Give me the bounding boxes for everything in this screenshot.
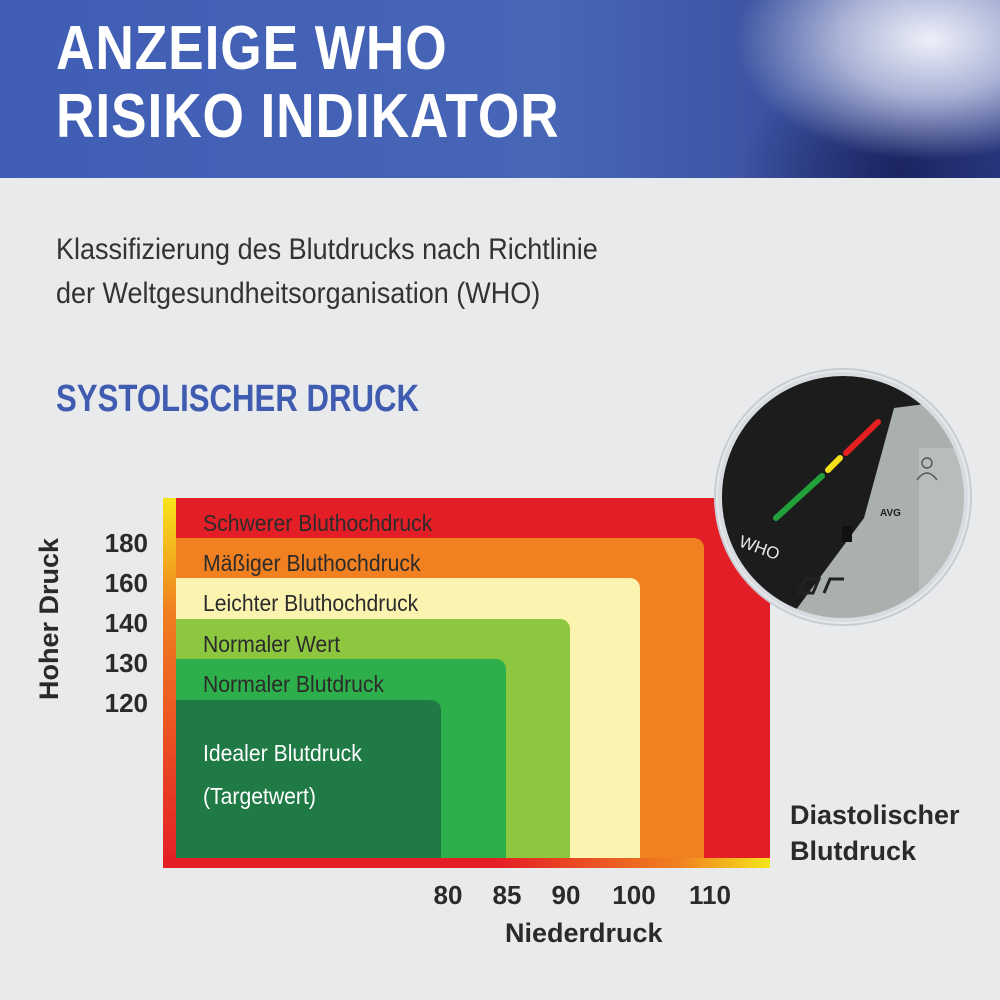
subtitle: Klassifizierung des Blutdrucks nach Rich… — [56, 228, 598, 316]
person-icon — [916, 457, 938, 481]
zone-ideal — [176, 700, 441, 858]
y-tick-180: 180 — [104, 528, 148, 558]
x-axis-label: Niederdruck — [505, 918, 663, 948]
x-tick-100: 100 — [612, 880, 656, 910]
seven-segment-digits — [796, 577, 844, 595]
header-banner: ANZEIGE WHO RISIKO INDIKATOR — [0, 0, 1000, 178]
y-tick-140: 140 — [104, 608, 148, 638]
section-title: SYSTOLISCHER DRUCK — [56, 378, 420, 420]
page-title-line1: ANZEIGE WHO — [56, 14, 448, 83]
device-segment-bar — [842, 526, 852, 542]
x-tick-90: 90 — [551, 880, 581, 910]
subtitle-line1: Klassifizierung des Blutdrucks nach Rich… — [56, 233, 598, 266]
indicator-green — [773, 473, 825, 521]
zone-label-schwer: Schwerer Bluthochdruck — [203, 510, 433, 536]
zone-label-ideal: Idealer Blutdruck — [203, 740, 362, 766]
subtitle-line2: der Weltgesundheitsorganisation (WHO) — [56, 277, 541, 310]
device-display-magnifier: WHO AVG — [714, 368, 972, 626]
diastolic-label-line1: Diastolischer — [790, 800, 960, 830]
zone-label-ideal-target: (Targetwert) — [203, 783, 316, 809]
x-tick-110: 110 — [689, 880, 731, 910]
zone-label-normal-wert: Normaler Wert — [203, 631, 341, 657]
y-axis-bar — [163, 498, 176, 868]
indicator-yellow — [825, 455, 843, 473]
x-tick-85: 85 — [492, 880, 522, 910]
page-title-line2: RISIKO INDIKATOR — [56, 82, 560, 151]
y-tick-160: 160 — [104, 568, 148, 598]
diastolic-label-line2: Blutdruck — [790, 836, 917, 866]
x-axis-bar — [163, 858, 770, 868]
zone-label-maessig: Mäßiger Bluthochdruck — [203, 550, 421, 576]
zone-label-leicht: Leichter Bluthochdruck — [203, 590, 419, 616]
indicator-red — [843, 419, 881, 456]
zone-label-normal-blutdruck: Normaler Blutdruck — [203, 671, 385, 697]
y-tick-130: 130 — [104, 648, 148, 678]
y-axis-label: Hoher Druck — [34, 537, 64, 700]
device-avg-text: AVG — [880, 508, 901, 519]
x-tick-80: 80 — [433, 880, 463, 910]
diastolic-label: Diastolischer Blutdruck — [790, 797, 960, 869]
y-tick-120: 120 — [104, 688, 148, 718]
